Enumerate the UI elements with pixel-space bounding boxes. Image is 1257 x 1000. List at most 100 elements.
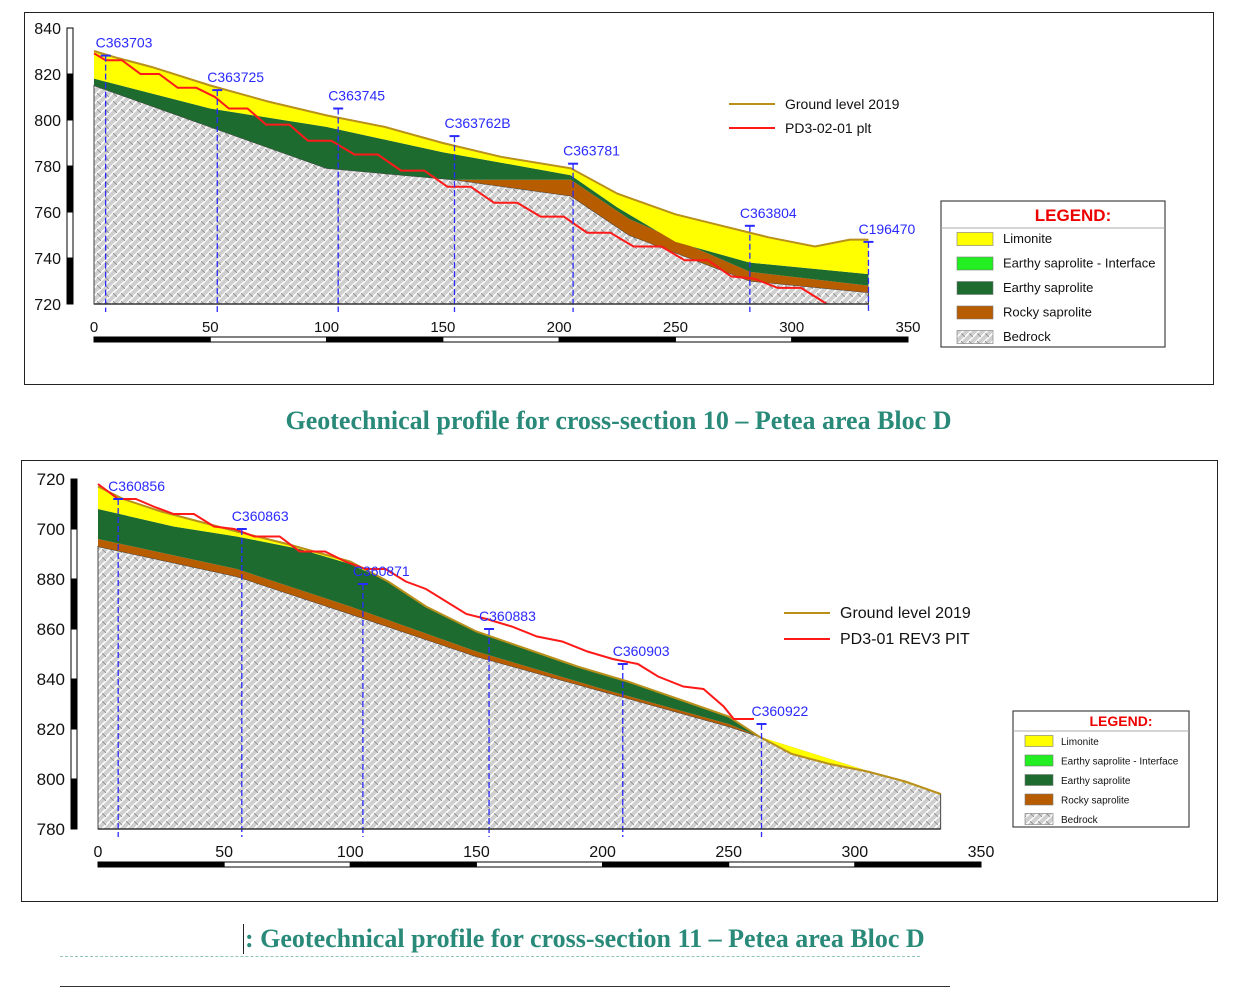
drillhole-label: C196470 [858,221,915,237]
legend-swatch [956,256,994,271]
x-scale-bar-segment [93,336,211,343]
x-tick-label: 200 [547,319,572,336]
rocky-saprolite-area [98,539,941,794]
earthy-saprolite-area [94,78,869,286]
legend-label: Rocky saprolite [1061,796,1130,807]
legend-title: LEGEND: [1035,206,1112,225]
legend-title: LEGEND: [1090,713,1153,729]
pit-line [93,52,828,305]
horizontal-rule [60,986,950,987]
earthy-saprolite-area [98,509,759,737]
legend-label: Limonite [1003,231,1052,246]
x-scale-bar-segment [854,861,982,868]
drillhole-label: C363781 [563,143,620,159]
y-tick-label: 740 [34,251,61,268]
y-scale-bar-segment [70,528,78,580]
pit-line [97,483,754,720]
legend-label: Earthy saprolite - Interface [1061,757,1179,768]
x-tick-label: 350 [968,844,995,861]
legend-swatch [956,330,994,344]
y-scale-bar-segment [66,257,74,305]
y-scale-bar-segment [66,73,74,121]
x-tick-label: 250 [663,319,688,336]
drillhole-label: C363804 [740,205,797,221]
y-tick-label: 860 [37,620,65,639]
x-scale-bar-segment [674,336,793,343]
drillhole-label: C363725 [207,69,264,85]
drillhole-label: C360863 [232,508,289,524]
drillhole-label: C363762B [444,115,510,131]
y-scale-bar-segment [70,678,78,730]
y-tick-label: 820 [37,720,65,739]
legend-swatch [956,281,994,295]
y-tick-label: 720 [34,297,61,314]
drillhole-label: C363745 [328,88,385,104]
series-legend-label: Ground level 2019 [785,96,900,112]
x-tick-label: 50 [215,844,233,861]
drillhole-label: C360922 [752,703,809,719]
drillhole-label: C360883 [479,608,536,624]
x-scale-bar-segment [326,336,444,343]
series-legend-label: Ground level 2019 [840,605,971,622]
x-scale-bar-segment [442,336,560,343]
legend-swatch [1024,754,1054,767]
legend-label: Bedrock [1003,329,1051,344]
x-scale-bar-segment [791,336,909,343]
y-tick-label: 780 [34,159,61,176]
y-tick-label: 800 [37,770,65,789]
drillhole-label: C360903 [613,643,670,659]
bedrock-area [97,545,942,830]
legend-swatch [1024,735,1054,747]
legend-swatch [956,305,994,320]
series-legend-label: PD3-02-01 plt [785,120,871,136]
text-cursor [243,924,244,954]
x-tick-label: 300 [842,844,869,861]
series-legend-label: PD3-01 REV3 PIT [840,631,970,648]
profile-figure-section-10: C363703 C363725 C363745 C363762B C363781 C363… [24,12,1214,385]
clipped-text-line [60,956,920,963]
y-tick-label: 720 [37,470,65,489]
y-scale-bar-segment [70,478,78,530]
x-tick-label: 0 [94,844,103,861]
x-scale-bar-segment [349,861,477,868]
x-tick-label: 250 [715,844,742,861]
y-scale-bar-segment [70,628,78,680]
legend-label: Earthy saprolite [1061,776,1131,787]
legend-swatch [1024,793,1054,806]
drillhole-label: C360871 [353,563,410,579]
caption-section-11: : Geotechnical profile for cross-section… [245,924,925,953]
y-tick-label: 840 [37,670,65,689]
legend-swatch [1024,774,1054,786]
y-scale-bar-segment [66,165,74,213]
x-tick-label: 50 [202,319,219,336]
x-scale-bar-segment [602,861,730,868]
y-tick-label: 760 [34,205,61,222]
y-tick-label: 780 [37,820,65,839]
legend-label: Rocky saprolite [1003,305,1092,320]
x-scale-bar-segment [97,861,225,868]
x-scale-bar-segment [475,861,604,868]
y-tick-label: 840 [34,21,61,38]
legend-label: Limonite [1061,737,1099,748]
y-tick-label: 800 [34,113,61,130]
y-tick-label: 880 [37,570,65,589]
y-scale-bar-segment [66,211,74,259]
x-tick-label: 0 [90,319,98,336]
profile-figure-section-11: C360856 C360863 C360871 C360883 C360903 C3609… [21,460,1218,902]
legend-swatch [956,232,994,246]
legend-label: Earthy saprolite - Interface [1003,256,1155,271]
y-scale-bar-segment [66,27,74,75]
x-tick-label: 200 [589,844,616,861]
drillhole-label: C360856 [108,478,165,494]
legend-box [940,200,1166,348]
y-scale-bar-segment [70,578,78,630]
x-scale-bar-segment [558,336,676,343]
x-scale-bar-segment [209,336,328,343]
legend-label: Earthy saprolite [1003,280,1093,295]
y-scale-bar-segment [70,728,78,780]
x-scale-bar-segment [223,861,351,868]
legend-box [1012,710,1190,828]
legend-swatch [1024,813,1054,825]
x-scale-bar-segment [728,861,856,868]
y-scale-bar-segment [66,119,74,167]
